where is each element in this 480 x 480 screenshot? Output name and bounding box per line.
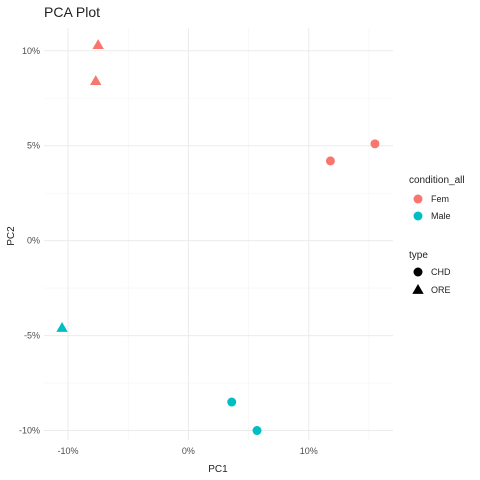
color-legend-key bbox=[413, 194, 423, 204]
shape-legend-title: type bbox=[409, 250, 428, 261]
data-point bbox=[90, 75, 102, 86]
y-tick-label: 0% bbox=[27, 236, 40, 246]
chart-title: PCA Plot bbox=[44, 4, 100, 20]
data-point bbox=[227, 397, 237, 407]
data-points bbox=[56, 39, 380, 436]
x-tick-label: -10% bbox=[58, 446, 79, 456]
grid-lines bbox=[44, 28, 393, 440]
data-point bbox=[325, 156, 335, 166]
shape-legend-label: ORE bbox=[431, 285, 451, 295]
color-legend-title: condition_all bbox=[409, 175, 465, 186]
x-tick-label: 10% bbox=[300, 446, 318, 456]
legend: condition_all type Fem Male CHD ORE bbox=[409, 175, 465, 295]
data-point bbox=[56, 321, 68, 332]
shape-legend-key bbox=[413, 267, 423, 277]
x-tick-label: 0% bbox=[182, 446, 195, 456]
y-tick-label: 5% bbox=[27, 141, 40, 151]
shape-legend-label: CHD bbox=[431, 267, 451, 277]
x-axis-label: PC1 bbox=[208, 464, 228, 475]
data-point bbox=[252, 426, 262, 436]
data-point bbox=[370, 139, 380, 149]
color-legend-label: Fem bbox=[431, 194, 449, 204]
y-tick-label: -5% bbox=[24, 331, 40, 341]
tick-labels: -10% 0% 10% -10% -5% 0% 5% 10% bbox=[19, 46, 318, 456]
color-legend-label: Male bbox=[431, 211, 451, 221]
color-legend-key bbox=[413, 211, 423, 221]
shape-legend-key bbox=[412, 284, 424, 294]
y-tick-label: -10% bbox=[19, 426, 40, 436]
y-tick-label: 10% bbox=[22, 46, 40, 56]
y-axis-label: PC2 bbox=[6, 226, 17, 246]
data-point bbox=[92, 39, 104, 49]
